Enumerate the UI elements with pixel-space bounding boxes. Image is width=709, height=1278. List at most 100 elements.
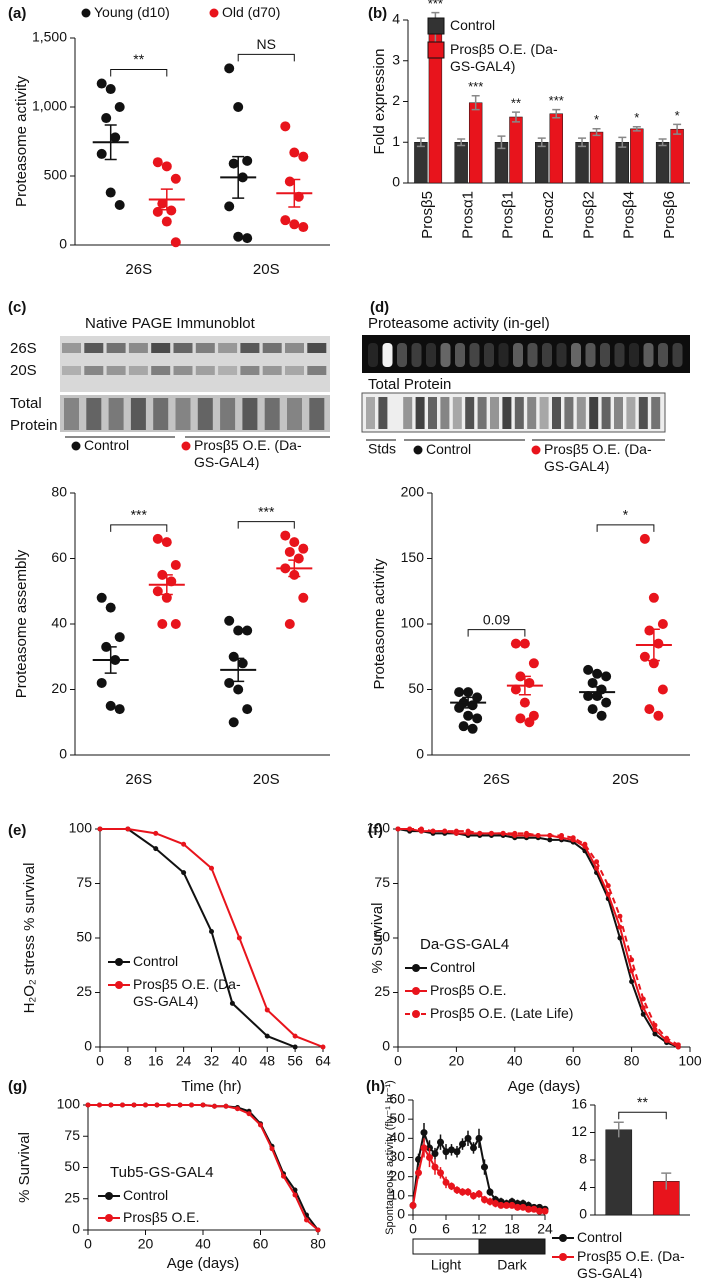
data-point bbox=[236, 935, 242, 941]
x-tick-label: 0 bbox=[409, 1221, 417, 1237]
blot-band bbox=[151, 343, 171, 353]
data-point bbox=[189, 1102, 194, 1108]
data-point bbox=[224, 677, 235, 688]
blot-band bbox=[564, 397, 574, 429]
panel-label: (c) bbox=[8, 299, 26, 316]
data-point bbox=[497, 1201, 505, 1209]
data-point bbox=[170, 173, 181, 184]
data-point bbox=[97, 826, 103, 832]
data-point bbox=[233, 102, 244, 112]
blot-band bbox=[262, 366, 282, 375]
gel-image bbox=[362, 335, 690, 373]
y-axis-title: % Survival bbox=[16, 1132, 33, 1203]
data-point bbox=[395, 826, 401, 832]
data-point bbox=[605, 883, 611, 889]
data-point bbox=[454, 702, 465, 713]
data-point bbox=[519, 1203, 527, 1211]
data-point bbox=[583, 691, 594, 702]
data-point bbox=[528, 658, 539, 669]
blot-band bbox=[62, 366, 81, 375]
data-point bbox=[166, 1102, 171, 1108]
y-tick-label: 1,500 bbox=[32, 29, 67, 45]
data-point bbox=[657, 619, 668, 629]
data-point bbox=[515, 713, 526, 724]
blot-band bbox=[264, 398, 280, 430]
x-tick-label: Prosβ2 bbox=[580, 191, 597, 239]
data-point bbox=[541, 1207, 549, 1215]
dark-label: Dark bbox=[497, 1257, 528, 1273]
panel-label: (a) bbox=[8, 5, 26, 22]
y-tick-label: 4 bbox=[579, 1178, 587, 1194]
y-tick-label: 200 bbox=[401, 484, 425, 500]
y-tick-label: 75 bbox=[374, 874, 390, 890]
blot-band bbox=[651, 397, 661, 429]
blot-band bbox=[539, 397, 549, 429]
data-point bbox=[472, 713, 483, 724]
panel-label: (h) bbox=[366, 1078, 385, 1095]
data-point bbox=[437, 1138, 444, 1146]
blot-band bbox=[490, 397, 499, 429]
y-tick-label: 75 bbox=[64, 1127, 80, 1143]
data-point bbox=[475, 1134, 483, 1142]
data-point bbox=[212, 1103, 217, 1109]
data-point bbox=[644, 625, 655, 636]
blot-band bbox=[527, 397, 537, 429]
data-point bbox=[96, 677, 107, 688]
x-tick-label: 40 bbox=[232, 1053, 248, 1069]
error-bar bbox=[613, 1121, 624, 1138]
data-point bbox=[235, 1106, 240, 1112]
data-point bbox=[512, 830, 518, 836]
blot-band bbox=[366, 397, 375, 429]
panel-label: (f) bbox=[368, 822, 383, 839]
bar bbox=[575, 142, 589, 184]
legend-swatch bbox=[427, 41, 445, 59]
data-point bbox=[292, 1192, 298, 1198]
blot-band bbox=[415, 397, 425, 429]
y-axis-title: H₂O₂ stress % survival bbox=[21, 863, 38, 1014]
x-tick-label: 80 bbox=[310, 1236, 326, 1252]
blot-band bbox=[173, 343, 193, 353]
data-point bbox=[292, 1044, 298, 1050]
bar bbox=[589, 131, 604, 184]
x-tick-label: 26S bbox=[483, 771, 510, 788]
y-tick-label: 50 bbox=[76, 929, 92, 945]
light-period bbox=[412, 1238, 480, 1255]
gel-band bbox=[571, 343, 581, 367]
data-point bbox=[639, 533, 650, 544]
legend-label: Prosβ5 O.E. bbox=[123, 1209, 200, 1225]
data-point bbox=[459, 1188, 466, 1196]
data-point bbox=[481, 1196, 488, 1204]
error-bar bbox=[661, 1172, 672, 1190]
data-point bbox=[472, 692, 483, 703]
data-point bbox=[467, 723, 478, 734]
data-point bbox=[154, 1102, 160, 1108]
legend-marker bbox=[105, 1214, 113, 1222]
standards-label: Stds bbox=[368, 441, 396, 457]
data-point bbox=[644, 704, 655, 715]
blot-band bbox=[195, 343, 215, 353]
data-point bbox=[454, 687, 465, 698]
blot-band bbox=[309, 398, 325, 430]
legend-marker bbox=[181, 441, 191, 451]
data-point bbox=[280, 121, 291, 132]
gel-band bbox=[397, 343, 407, 367]
data-point bbox=[601, 671, 612, 682]
legend-marker bbox=[115, 981, 123, 989]
legend-label: Prosβ5 O.E. bbox=[430, 982, 507, 998]
y-tick-label: 20 bbox=[389, 1167, 405, 1183]
x-tick-label: 40 bbox=[507, 1053, 523, 1069]
significance-label: *** bbox=[549, 93, 564, 108]
blot-title: Proteasome activity (in-gel) bbox=[368, 315, 550, 332]
y-tick-label: 500 bbox=[44, 167, 68, 183]
data-point bbox=[587, 677, 598, 688]
x-tick-label: 20S bbox=[253, 771, 280, 788]
legend-marker bbox=[531, 445, 541, 455]
data-point bbox=[280, 530, 291, 541]
panel-label: (e) bbox=[8, 822, 26, 839]
x-tick-label: 0 bbox=[96, 1053, 104, 1069]
significance-bracket bbox=[110, 524, 168, 532]
legend-label: Old (d70) bbox=[222, 4, 281, 20]
y-axis-title: Proteasome activity bbox=[13, 76, 30, 207]
data-point bbox=[629, 968, 635, 974]
data-point bbox=[420, 1129, 428, 1137]
